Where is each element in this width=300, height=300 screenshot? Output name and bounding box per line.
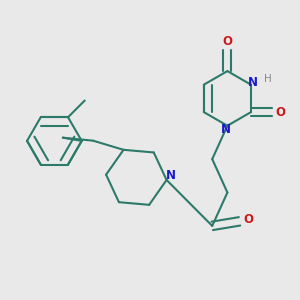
Text: O: O [222, 35, 233, 48]
Text: N: N [166, 169, 176, 182]
Text: O: O [244, 213, 254, 226]
Text: H: H [264, 74, 272, 84]
Text: N: N [221, 123, 231, 136]
Text: N: N [248, 76, 258, 89]
Text: O: O [276, 106, 286, 118]
